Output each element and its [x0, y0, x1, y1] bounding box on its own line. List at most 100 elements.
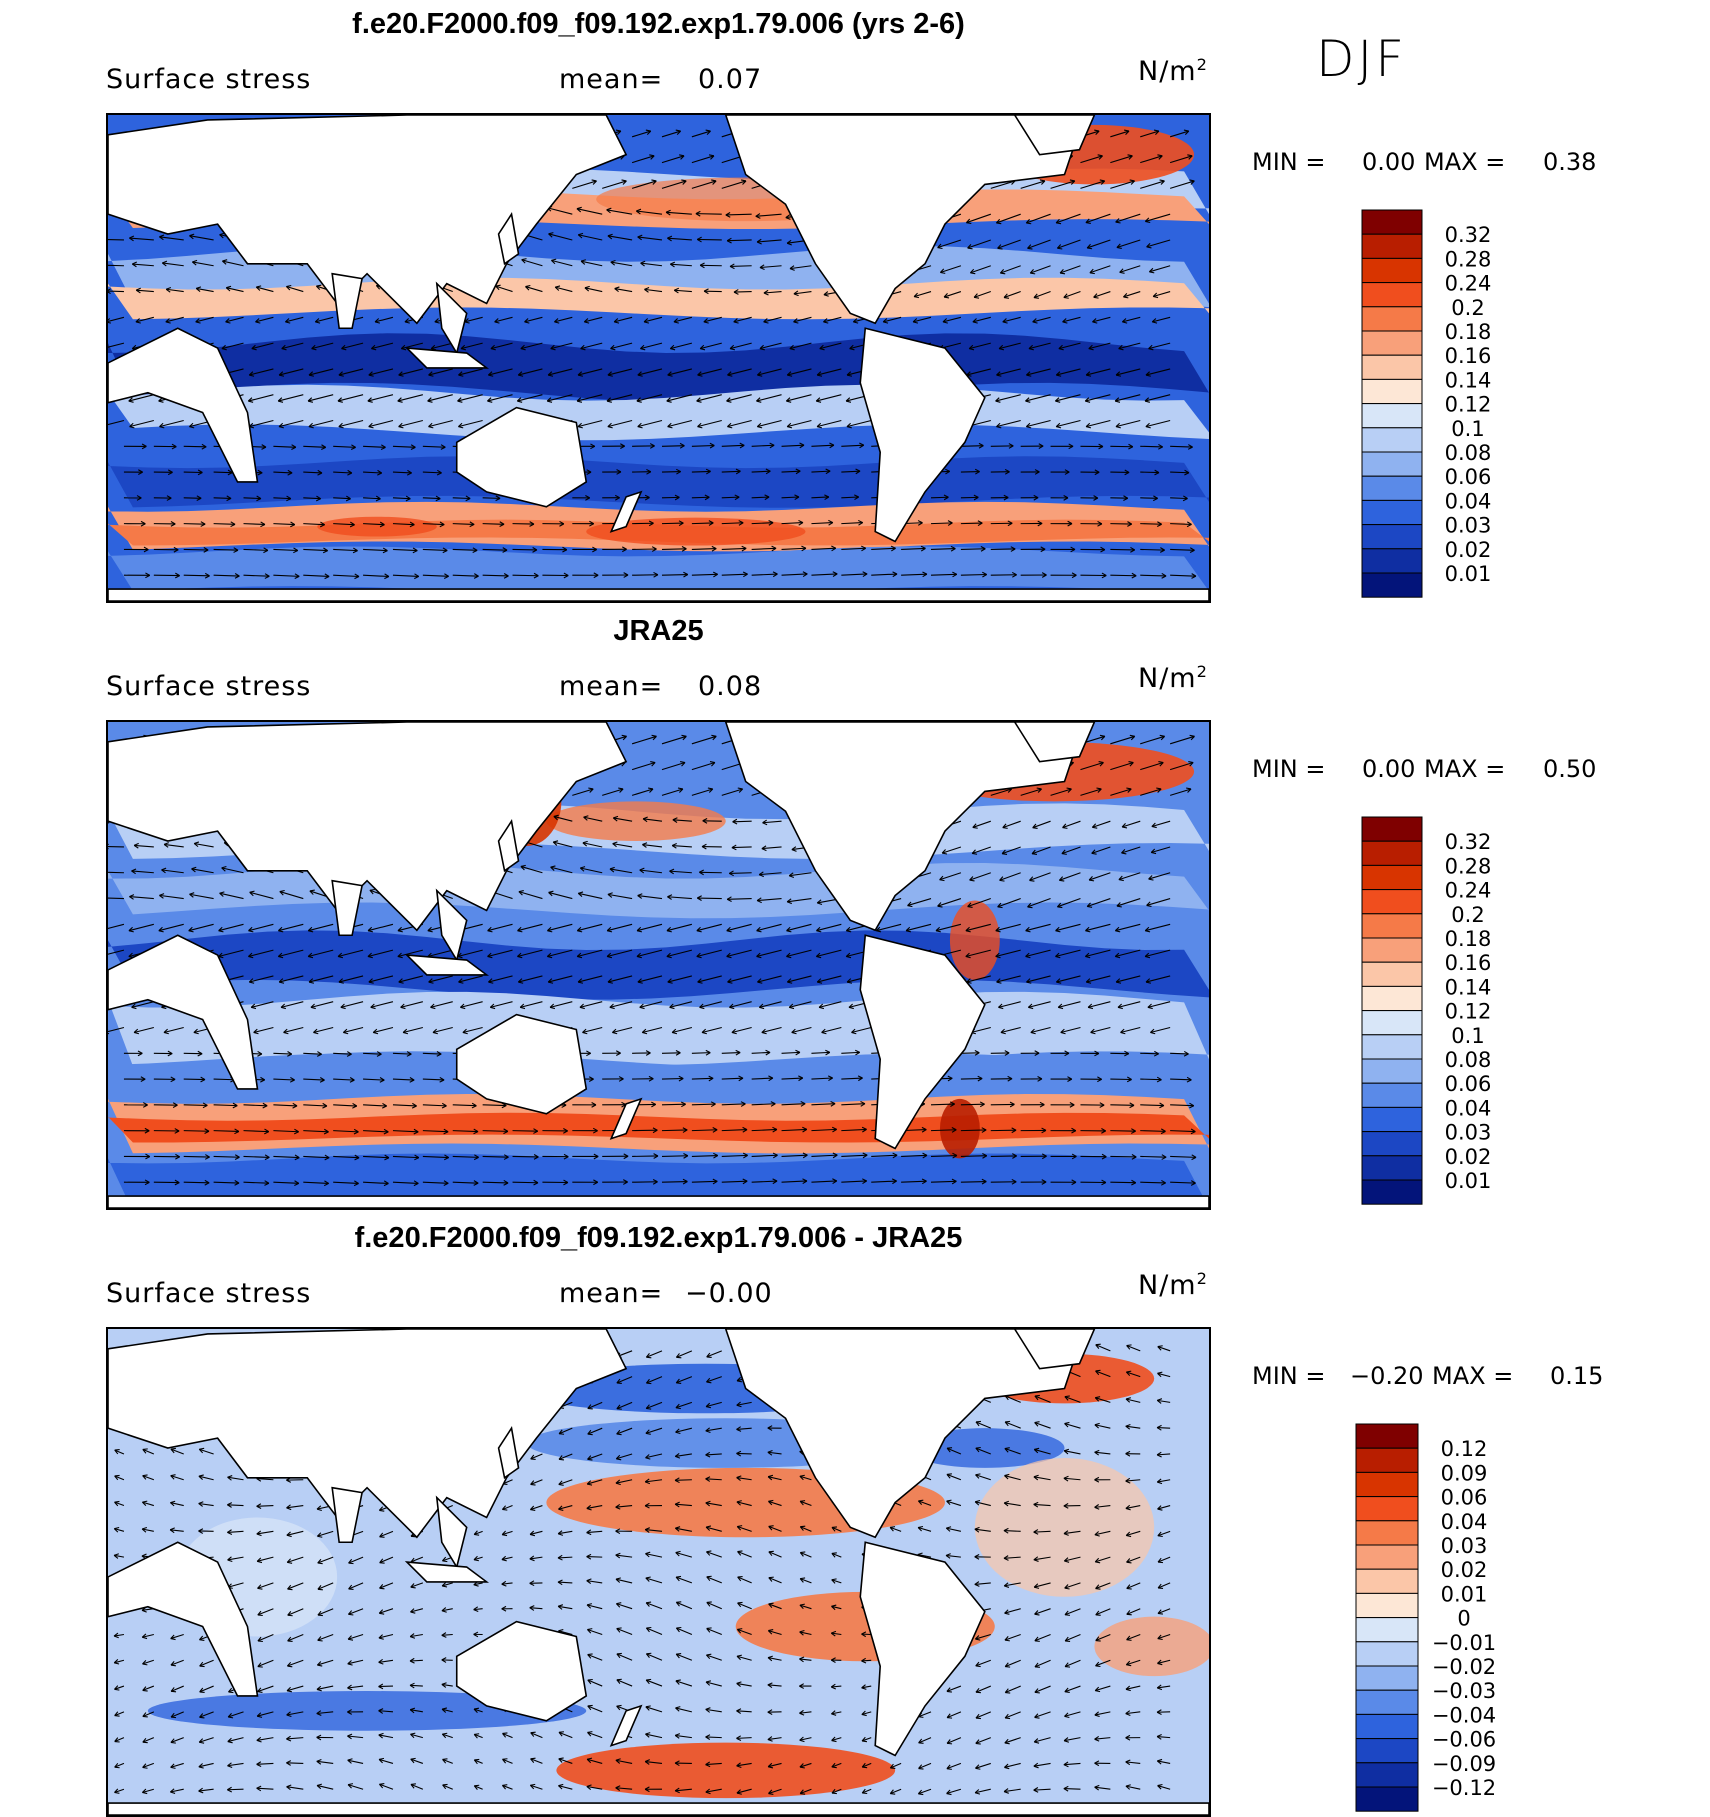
colorbar-boxes	[1356, 1424, 1418, 1811]
stress-vector	[1140, 575, 1166, 576]
stress-vector	[1140, 1131, 1165, 1132]
stress-vector	[961, 472, 980, 473]
colorbar-tick-label: 0.28	[1445, 247, 1492, 271]
colorbar-tick-label: 0.2	[1451, 903, 1484, 927]
panel-3-min-label: MIN =	[1252, 1362, 1325, 1390]
colorbar-box	[1356, 1642, 1418, 1666]
panel-1-map	[106, 113, 1211, 603]
colorbar-tick-label: 0.03	[1445, 1121, 1492, 1145]
panel-2-min-label: MIN =	[1252, 755, 1325, 783]
stress-vector	[453, 498, 470, 499]
colorbar-box	[1362, 525, 1422, 549]
stress-vector	[184, 1156, 210, 1157]
panel-2-max-value: 0.50	[1543, 755, 1596, 783]
stress-vector	[1170, 1053, 1188, 1054]
colorbar-box	[1362, 234, 1422, 258]
colorbar-tick-label: −0.09	[1432, 1752, 1496, 1776]
stress-vector	[184, 1131, 209, 1132]
panel-2-max-label: MAX =	[1424, 755, 1505, 783]
continent-outline	[108, 1196, 1209, 1208]
colorbar-box	[1362, 1156, 1422, 1180]
stress-vector	[1157, 1428, 1170, 1429]
colorbar-tick-label: 0.06	[1441, 1486, 1488, 1510]
stress-vector	[722, 497, 739, 498]
stress-vector	[697, 239, 722, 240]
stress-vector	[108, 898, 124, 899]
stress-vector	[214, 1079, 235, 1080]
colorbar-boxes	[1362, 210, 1422, 597]
stress-vector	[1140, 549, 1164, 550]
stress-vector	[108, 239, 124, 240]
panel-1-title: f.e20.F2000.f09_f09.192.exp1.79.006 (yrs…	[106, 8, 1211, 41]
panel-1-min-label: MIN =	[1252, 148, 1325, 176]
colorbar-tick-label: 0.06	[1445, 1072, 1492, 1096]
colorbar-box	[1362, 404, 1422, 428]
panel-2-mean-label: mean=	[559, 671, 663, 702]
season-label: DJF	[1316, 30, 1407, 88]
colorbar-tick-label: 0.28	[1445, 854, 1492, 878]
stress-vector	[483, 549, 507, 550]
colorbar-tick-label: 0.14	[1445, 975, 1492, 999]
colorbar-tick-label: 0.12	[1441, 1437, 1488, 1461]
colorbar-box	[1356, 1424, 1418, 1448]
stress-vector	[662, 549, 686, 550]
colorbar-tick-label: 0.04	[1445, 489, 1492, 513]
stress-vector	[1140, 472, 1159, 473]
stress-vector	[931, 497, 948, 498]
stress-vector	[961, 1156, 987, 1157]
stress-vector	[1170, 1079, 1191, 1080]
colorbar-tick-label: 0.02	[1445, 1145, 1492, 1169]
panel-3-map	[106, 1327, 1211, 1817]
contour-blob	[940, 1099, 980, 1159]
stress-vector	[286, 1763, 303, 1764]
panel-2-title: JRA25	[106, 615, 1211, 648]
stress-vector	[727, 240, 752, 241]
stress-vector	[662, 575, 688, 576]
colorbar-tick-label: 0.32	[1445, 223, 1492, 247]
continent-outline	[108, 1803, 1209, 1815]
stress-vector	[108, 872, 124, 873]
stress-vector	[1110, 1131, 1135, 1132]
stress-vector	[1140, 524, 1161, 525]
colorbar-tick-label: 0.16	[1445, 951, 1492, 975]
panel-3-mean-label: mean=	[559, 1278, 663, 1309]
stress-vector	[483, 1156, 509, 1157]
stress-vector	[961, 1182, 986, 1183]
stress-vector	[214, 472, 233, 473]
colorbar-tick-label: 0.04	[1441, 1510, 1488, 1534]
stress-vector	[722, 471, 741, 472]
stress-vector	[662, 523, 683, 524]
stress-vector	[722, 1053, 740, 1054]
colorbar-box	[1362, 938, 1422, 962]
stress-vector	[931, 523, 952, 524]
colorbar-box	[1362, 258, 1422, 282]
stress-vector	[108, 265, 124, 266]
stress-vector	[184, 524, 205, 525]
panel-1-max-value: 0.38	[1543, 148, 1596, 176]
stress-vector	[483, 1105, 507, 1106]
panel-1-max-label: MAX =	[1424, 148, 1505, 176]
colorbar-tick-label: 0.01	[1445, 562, 1492, 586]
stress-vector	[214, 498, 231, 499]
colorbar-tick-label: −0.04	[1432, 1703, 1496, 1727]
colorbar-tick-label: 0.16	[1445, 344, 1492, 368]
colorbar-box	[1356, 1521, 1418, 1545]
stress-vector	[1140, 1182, 1165, 1183]
colorbar-tick-label: −0.02	[1432, 1655, 1496, 1679]
stress-vector	[727, 899, 752, 900]
colorbar-tick-label: 0.04	[1445, 1096, 1492, 1120]
colorbar-box	[1362, 549, 1422, 573]
stress-vector	[736, 1453, 751, 1454]
panel-1-min-value: 0.00	[1362, 148, 1415, 176]
colorbar-box	[1356, 1545, 1418, 1569]
colorbar-tick-label: 0.08	[1445, 1048, 1492, 1072]
colorbar-box	[1362, 331, 1422, 355]
colorbar-boxes	[1362, 817, 1422, 1204]
stress-vector	[184, 1182, 209, 1183]
stress-vector	[961, 1130, 986, 1131]
stress-vector	[184, 1105, 208, 1106]
stress-vector	[108, 846, 124, 847]
colorbar-box	[1356, 1448, 1418, 1472]
colorbar-box	[1356, 1593, 1418, 1617]
stress-vector	[513, 1156, 539, 1157]
